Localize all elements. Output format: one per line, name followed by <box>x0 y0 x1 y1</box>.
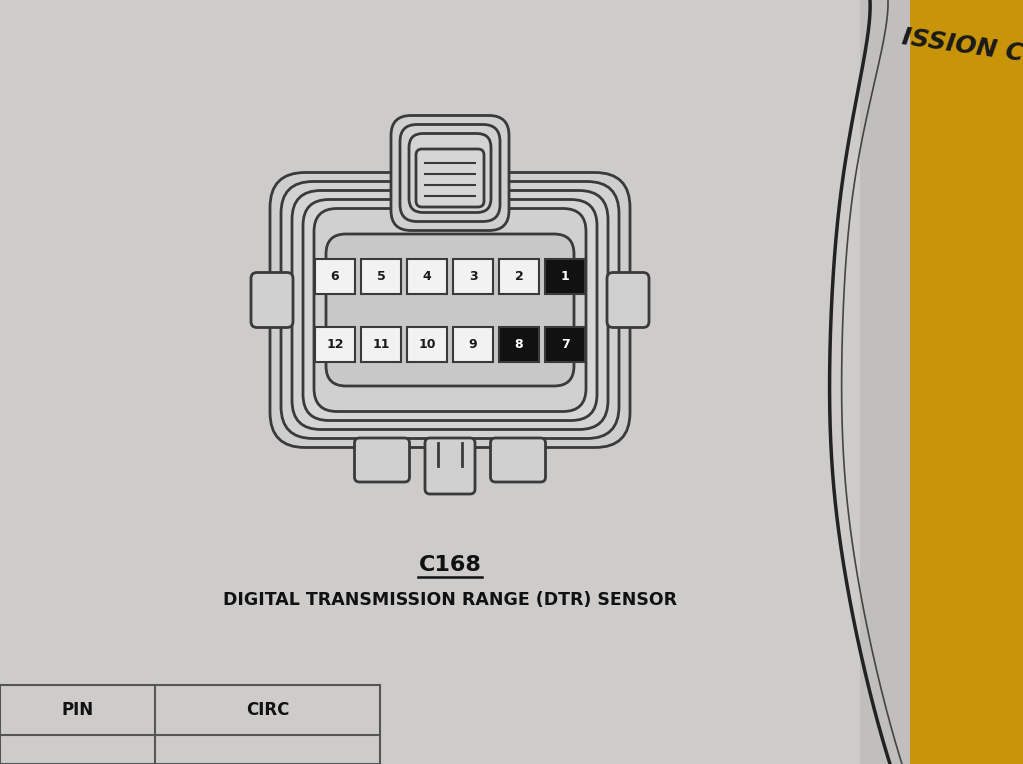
Bar <box>499 258 539 293</box>
FancyBboxPatch shape <box>425 438 475 494</box>
FancyBboxPatch shape <box>303 199 597 420</box>
Text: CIRC: CIRC <box>246 701 290 719</box>
FancyBboxPatch shape <box>400 125 500 222</box>
Text: 11: 11 <box>372 338 390 351</box>
Text: 7: 7 <box>561 338 570 351</box>
Text: 5: 5 <box>376 270 386 283</box>
FancyBboxPatch shape <box>292 190 608 429</box>
Bar <box>407 258 447 293</box>
Bar <box>361 326 401 361</box>
Bar <box>910 0 1023 764</box>
Bar <box>499 326 539 361</box>
FancyBboxPatch shape <box>270 173 630 448</box>
Bar <box>453 326 493 361</box>
FancyBboxPatch shape <box>355 438 409 482</box>
Bar <box>315 258 355 293</box>
Bar <box>361 258 401 293</box>
FancyBboxPatch shape <box>391 115 509 231</box>
FancyBboxPatch shape <box>314 209 586 412</box>
FancyBboxPatch shape <box>416 149 484 207</box>
Text: PIN: PIN <box>61 701 93 719</box>
Text: 6: 6 <box>330 270 340 283</box>
FancyBboxPatch shape <box>326 234 574 386</box>
FancyBboxPatch shape <box>490 438 545 482</box>
FancyBboxPatch shape <box>251 273 293 328</box>
Bar <box>315 326 355 361</box>
Text: C168: C168 <box>418 555 482 575</box>
FancyBboxPatch shape <box>409 134 491 212</box>
Bar <box>0 0 860 764</box>
Text: 12: 12 <box>326 338 344 351</box>
FancyBboxPatch shape <box>281 182 619 439</box>
Bar <box>453 258 493 293</box>
Text: DIGITAL TRANSMISSION RANGE (DTR) SENSOR: DIGITAL TRANSMISSION RANGE (DTR) SENSOR <box>223 591 677 609</box>
Text: 10: 10 <box>418 338 436 351</box>
Bar <box>545 326 585 361</box>
FancyBboxPatch shape <box>607 273 649 328</box>
Text: 1: 1 <box>561 270 570 283</box>
Text: 2: 2 <box>515 270 524 283</box>
Text: 9: 9 <box>469 338 478 351</box>
Text: ISSION C: ISSION C <box>900 25 1023 66</box>
Text: 4: 4 <box>422 270 432 283</box>
Text: 8: 8 <box>515 338 524 351</box>
Text: 3: 3 <box>469 270 478 283</box>
Bar <box>545 258 585 293</box>
Bar <box>407 326 447 361</box>
